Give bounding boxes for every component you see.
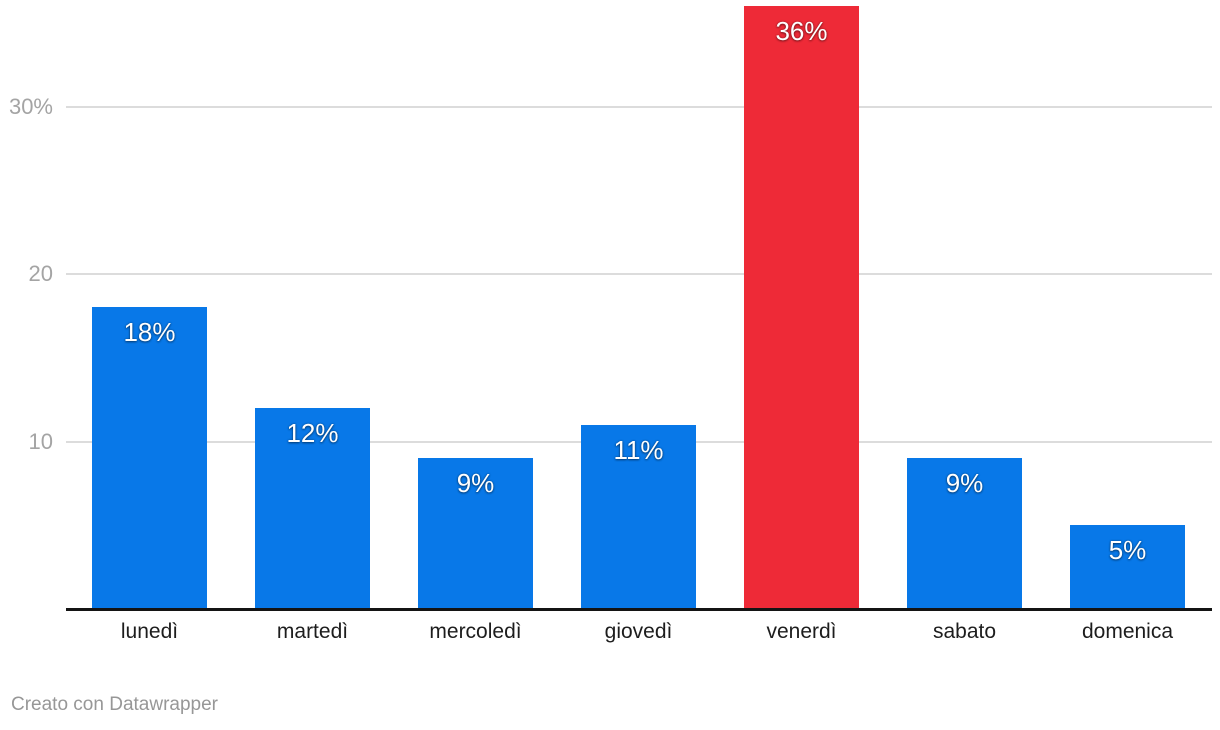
bar-value-label-venerdi: 36% (775, 16, 828, 46)
bar-giovedi[interactable]: 11% (581, 425, 696, 609)
x-axis-label-venerdi: venerdì (766, 620, 837, 643)
y-axis-tick-label-20: 20 (28, 261, 53, 286)
x-axis-label-giovedi: giovedì (604, 620, 673, 643)
bar-venerdi[interactable]: 36% (744, 6, 859, 609)
x-axis-label-mercoledi: mercoledì (429, 620, 522, 643)
gridline-30 (66, 106, 1212, 108)
bar-sabato[interactable]: 9% (907, 458, 1022, 609)
bar-value-label-giovedi: 11% (613, 435, 664, 465)
attribution-link[interactable]: Creato con Datawrapper (11, 694, 218, 715)
bar-mercoledi[interactable]: 9% (418, 458, 533, 609)
bar-value-label-martedi: 12% (286, 418, 339, 448)
gridline-20 (66, 273, 1212, 275)
y-axis-tick-label-10: 10 (28, 429, 53, 454)
bar-value-label-mercoledi: 9% (456, 468, 495, 498)
x-axis-label-martedi: martedì (276, 620, 349, 643)
bar-lunedi[interactable]: 18% (92, 307, 207, 609)
bar-value-label-domenica: 5% (1108, 535, 1147, 565)
y-axis-tick-label-30: 30% (8, 94, 53, 119)
bar-domenica[interactable]: 5% (1070, 525, 1185, 609)
x-axis-label-lunedi: lunedì (120, 620, 179, 643)
bar-value-label-sabato: 9% (945, 468, 984, 498)
x-axis-label-domenica: domenica (1081, 620, 1174, 643)
x-axis-line (66, 608, 1212, 611)
x-axis-label-sabato: sabato (932, 620, 997, 643)
bar-martedi[interactable]: 12% (255, 408, 370, 609)
bar-value-label-lunedi: 18% (123, 317, 176, 347)
